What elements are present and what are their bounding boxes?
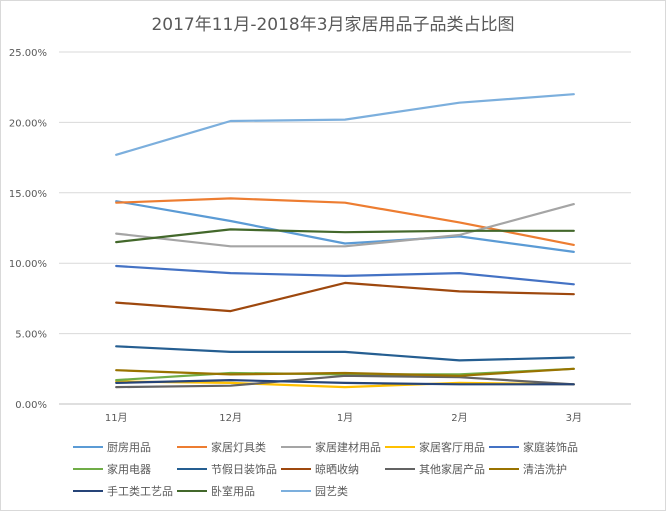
legend-item: 园艺类 <box>281 481 385 501</box>
series-line <box>115 374 575 389</box>
series-line <box>115 281 575 313</box>
legend-label: 清洁洗护 <box>523 463 567 476</box>
series-line <box>115 379 575 386</box>
x-tick-label: 3月 <box>566 412 582 424</box>
y-tick-label: 25.00% <box>9 48 47 59</box>
x-tick-label: 12月 <box>219 412 242 424</box>
legend-item: 节假日装饰品 <box>177 459 281 479</box>
series-line <box>115 200 575 253</box>
legend-swatch <box>281 446 311 448</box>
legend-label: 节假日装饰品 <box>211 463 277 476</box>
legend-item: 家居建材用品 <box>281 437 385 457</box>
legend-item: 厨房用品 <box>73 437 177 457</box>
series-line <box>115 264 575 286</box>
legend-swatch <box>489 468 519 470</box>
y-tick-label: 10.00% <box>9 259 47 270</box>
legend-label: 家居客厅用品 <box>419 441 485 454</box>
series-line <box>115 345 575 362</box>
legend-label: 园艺类 <box>315 485 348 498</box>
legend-item: 卧室用品 <box>177 481 281 501</box>
legend-item: 手工类工艺品 <box>73 481 177 501</box>
legend-swatch <box>73 468 103 470</box>
x-tick-label: 1月 <box>337 412 353 424</box>
legend-label: 家用电器 <box>107 463 151 476</box>
y-tick-label: 5.00% <box>15 330 47 341</box>
legend-item: 家用电器 <box>73 459 177 479</box>
y-tick-label: 20.00% <box>9 118 47 129</box>
legend-item: 晾晒收纳 <box>281 459 385 479</box>
chart-legend: 厨房用品 家居灯具类 家居建材用品 家居客厅用品 家庭装饰品家用电器 节假日装饰品 晾晒收纳… <box>73 437 633 501</box>
legend-swatch <box>73 446 103 448</box>
legend-swatch <box>177 446 207 448</box>
legend-item: 清洁洗护 <box>489 459 593 479</box>
legend-swatch <box>281 468 311 470</box>
legend-label: 厨房用品 <box>107 441 151 454</box>
legend-item: 家居客厅用品 <box>385 437 489 457</box>
chart-title: 2017年11月-2018年3月家居用品子品类占比图 <box>151 15 515 35</box>
legend-swatch <box>281 490 311 492</box>
legend-item: 家居灯具类 <box>177 437 281 457</box>
series-line <box>115 203 575 248</box>
series-line <box>115 93 575 156</box>
legend-swatch <box>73 490 103 492</box>
legend-label: 家居灯具类 <box>211 441 266 454</box>
legend-swatch <box>177 490 207 492</box>
legend-swatch <box>177 468 207 470</box>
y-tick-label: 0.00% <box>15 400 47 411</box>
series-line <box>115 367 575 377</box>
legend-swatch <box>385 468 415 470</box>
legend-swatch <box>385 446 415 448</box>
legend-label: 手工类工艺品 <box>107 485 173 498</box>
legend-label: 晾晒收纳 <box>315 463 359 476</box>
legend-label: 家居建材用品 <box>315 441 381 454</box>
series-line <box>115 228 575 244</box>
legend-label: 其他家居产品 <box>419 463 485 476</box>
series-line <box>115 367 575 382</box>
legend-label: 卧室用品 <box>211 485 255 498</box>
x-tick-label: 2月 <box>451 412 467 424</box>
legend-swatch <box>489 446 519 448</box>
legend-item: 家庭装饰品 <box>489 437 593 457</box>
legend-item: 其他家居产品 <box>385 459 489 479</box>
x-tick-label: 11月 <box>105 412 128 424</box>
y-tick-label: 15.00% <box>9 189 47 200</box>
legend-label: 家庭装饰品 <box>523 441 578 454</box>
